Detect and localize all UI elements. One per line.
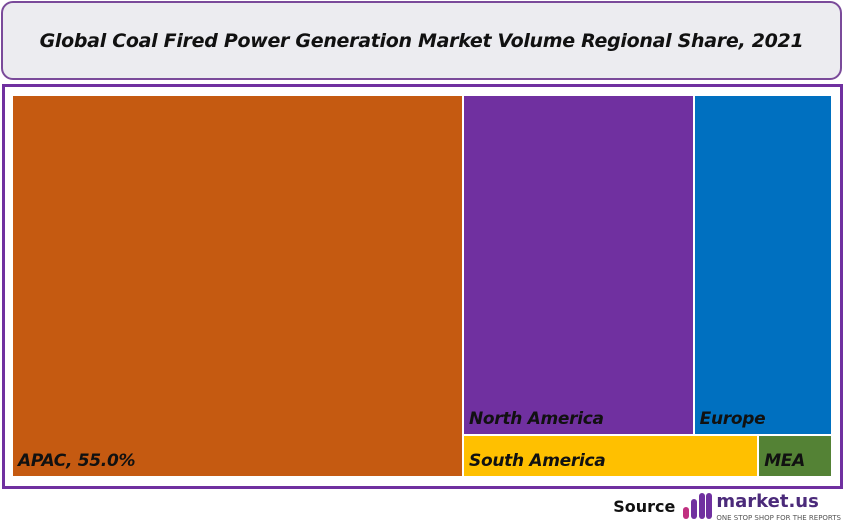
source-label: Source — [613, 496, 676, 516]
treemap-cell-mea: MEA — [758, 434, 832, 477]
treemap-cell-south-america: South America — [463, 434, 759, 477]
market-us-logo: market.us ONE STOP SHOP FOR THE REPORTS — [683, 491, 841, 522]
chart-frame — [2, 84, 843, 489]
treemap-cell-europe: Europe — [693, 95, 832, 435]
treemap: APAC, 55.0% North America Europe South Amer… — [12, 95, 832, 477]
treemap-label: MEA — [764, 450, 805, 471]
treemap-label: APAC, 55.0% — [18, 451, 136, 471]
title-box: Global Coal Fired Power Generation Marke… — [1, 1, 842, 80]
chart-title: Global Coal Fired Power Generation Marke… — [39, 29, 804, 52]
brand-name: market.us — [716, 491, 819, 512]
treemap-cell-apac: APAC, 55.0% — [12, 95, 463, 477]
treemap-label: North America — [469, 408, 604, 429]
brand-tagline: ONE STOP SHOP FOR THE REPORTS — [716, 513, 841, 522]
treemap-cell-north-america: North America — [463, 95, 694, 435]
treemap-label: South America — [469, 450, 606, 471]
source-attribution: Source market.us ONE STOP SHOP FOR THE R… — [613, 491, 841, 522]
logo-mark-icon — [683, 493, 713, 520]
treemap-label: Europe — [699, 408, 766, 429]
